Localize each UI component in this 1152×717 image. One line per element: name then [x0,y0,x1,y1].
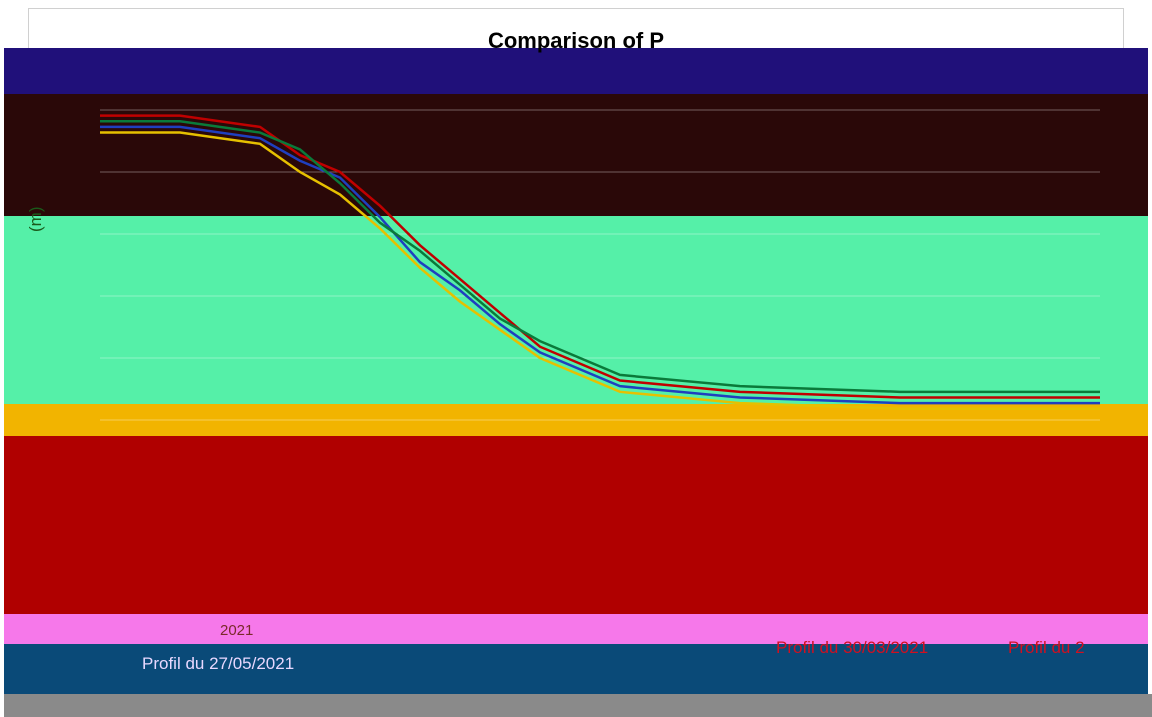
series-line-3 [100,120,1100,394]
legend-entry-1: Profil du 27/05/2021 [142,654,295,673]
series-line-4 [100,131,1100,410]
legend-entry-2: Profil du 30/03/2021 [776,638,929,657]
artifact-band-teal [4,644,1148,694]
chart-title: Comparison of P [487,28,664,53]
artifact-band-green [4,216,1148,416]
legend-year-fragment: 2021 [220,622,254,639]
series-line-1 [100,114,1100,399]
artifact-band-navy [4,48,1148,94]
series-line-2 [100,125,1100,405]
artifact-band-maroon [4,94,1148,216]
artifact-band-red [4,436,1148,616]
artifact-band-pink [4,614,1148,644]
legend-entry-3: Profil du 2 [1008,638,1085,657]
artifact-band-grey [4,694,1152,717]
